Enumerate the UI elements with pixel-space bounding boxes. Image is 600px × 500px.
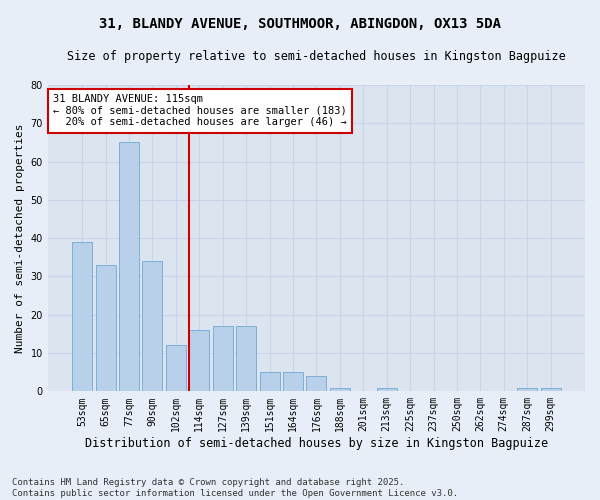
Bar	[307, 376, 326, 392]
Title: Size of property relative to semi-detached houses in Kingston Bagpuize: Size of property relative to semi-detach…	[67, 50, 566, 63]
Text: 31 BLANDY AVENUE: 115sqm
← 80% of semi-detached houses are smaller (183)
  20% o: 31 BLANDY AVENUE: 115sqm ← 80% of semi-d…	[53, 94, 347, 128]
Text: Contains HM Land Registry data © Crown copyright and database right 2025.
Contai: Contains HM Land Registry data © Crown c…	[12, 478, 458, 498]
Bar	[330, 388, 350, 392]
Bar	[517, 388, 537, 392]
Y-axis label: Number of semi-detached properties: Number of semi-detached properties	[15, 124, 25, 353]
Bar	[213, 326, 233, 392]
Bar	[119, 142, 139, 392]
Bar	[166, 346, 186, 392]
Bar	[283, 372, 303, 392]
Bar	[260, 372, 280, 392]
Bar	[541, 388, 560, 392]
X-axis label: Distribution of semi-detached houses by size in Kingston Bagpuize: Distribution of semi-detached houses by …	[85, 437, 548, 450]
Bar	[377, 388, 397, 392]
Bar	[95, 265, 116, 392]
Bar	[72, 242, 92, 392]
Bar	[190, 330, 209, 392]
Bar	[236, 326, 256, 392]
Text: 31, BLANDY AVENUE, SOUTHMOOR, ABINGDON, OX13 5DA: 31, BLANDY AVENUE, SOUTHMOOR, ABINGDON, …	[99, 18, 501, 32]
Bar	[142, 261, 163, 392]
